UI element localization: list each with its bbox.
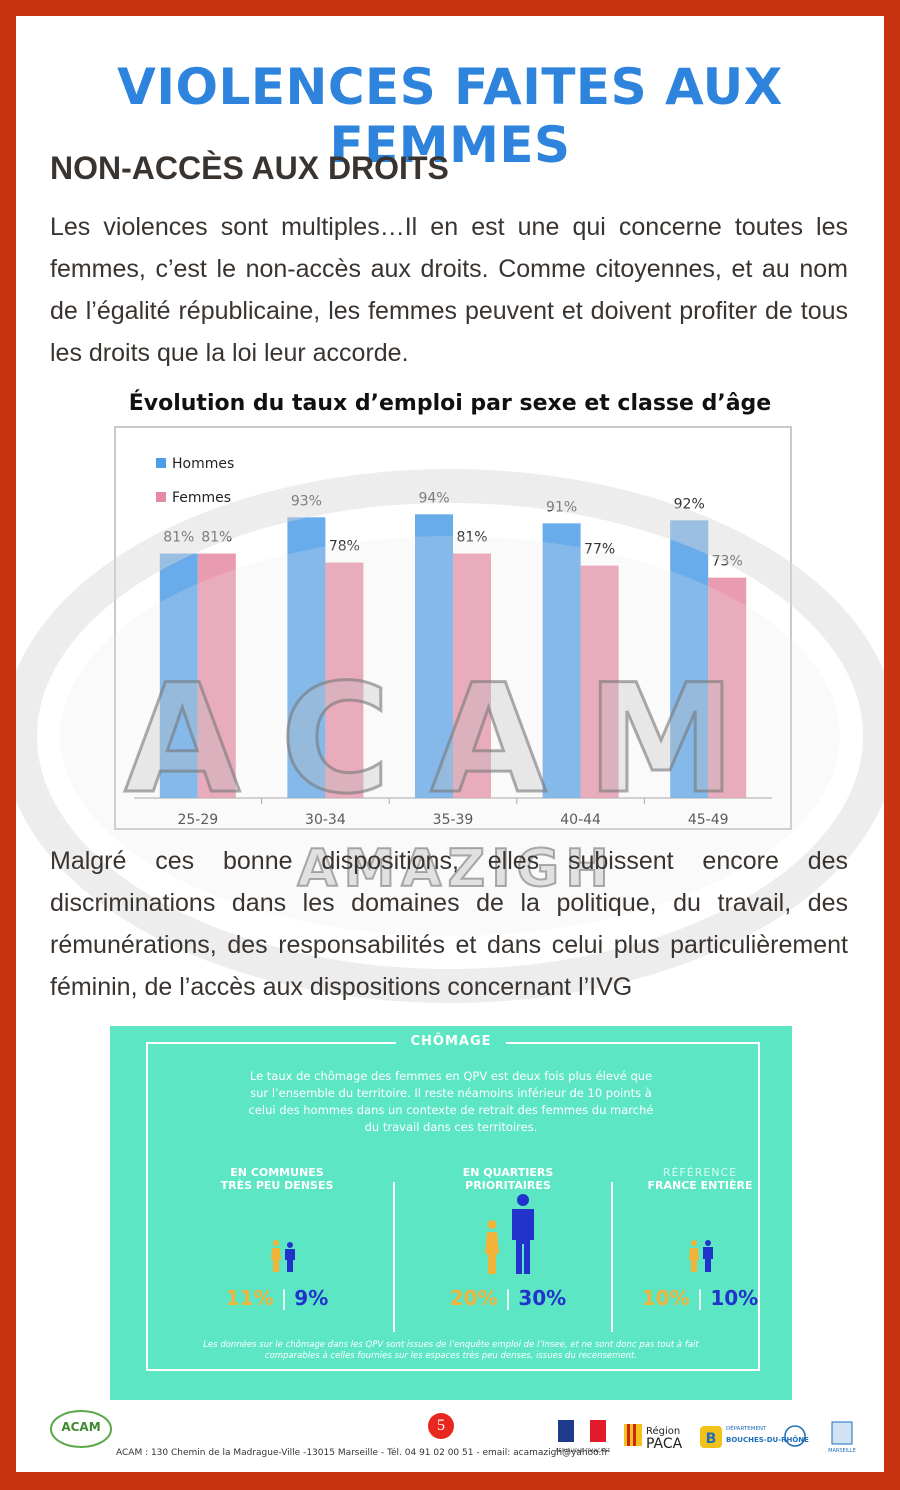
bouches-du-rhone-text: BOUCHES-DU-RHÔNE xyxy=(726,1435,809,1444)
data-label-femmes-35-39: 81% xyxy=(456,530,487,546)
page-title: VIOLENCES FAITES AUX FEMMES xyxy=(117,58,783,174)
data-label-femmes-30-34: 78% xyxy=(329,539,360,555)
rate-qpv: 20% | 30% xyxy=(449,1286,567,1310)
bar-hommes-40-44 xyxy=(542,523,581,798)
woman-icon-rural xyxy=(271,1240,281,1272)
data-label-femmes-45-49: 73% xyxy=(712,554,743,570)
departement-text: DÉPARTEMENT xyxy=(726,1424,767,1432)
data-label-hommes-45-49: 92% xyxy=(674,496,705,512)
marseille-logo: MARSEILLE xyxy=(828,1421,856,1454)
column-head-rural: EN COMMUNES TRÈS PEU DENSES xyxy=(220,1166,334,1192)
data-label-hommes-30-34: 93% xyxy=(291,493,322,509)
man-icon-qpv xyxy=(512,1194,534,1274)
intro-paragraph: Les violences sont multiples…Il en est u… xyxy=(50,213,848,367)
x-tick-label-45-49: 45-49 xyxy=(688,812,729,828)
column-head-reference: RÉFÉRENCE FRANCE ENTIÈRE xyxy=(647,1166,753,1192)
republique-francaise-text: RÉPUBLIQUE FRANÇAISE xyxy=(556,1446,610,1454)
acam-logo-text: ACAM xyxy=(61,1420,100,1434)
chart-title: Évolution du taux d’emploi par sexe et c… xyxy=(128,391,772,416)
column-head-qpv: EN QUARTIERS PRIORITAIRES xyxy=(462,1166,554,1192)
x-tick-label-40-44: 40-44 xyxy=(560,812,601,828)
bar-femmes-40-44 xyxy=(580,565,619,798)
legend-swatch-femmes xyxy=(156,492,166,502)
bar-hommes-25-29 xyxy=(159,553,198,798)
bar-femmes-25-29 xyxy=(197,553,236,798)
svg-text:B: B xyxy=(706,1431,717,1447)
paca-text: PACA xyxy=(646,1436,683,1452)
footer-address: ACAM : 130 Chemin de la Madrague-Ville -… xyxy=(116,1448,609,1458)
data-label-hommes-35-39: 94% xyxy=(418,490,449,506)
data-label-hommes-40-44: 91% xyxy=(546,499,577,515)
legend-swatch-hommes xyxy=(156,458,166,468)
panel-intro: Le taux de chômage des femmes en QPV est… xyxy=(248,1069,654,1134)
bar-femmes-45-49 xyxy=(708,577,747,798)
section-subtitle: NON-ACCÈS AUX DROITS xyxy=(50,150,449,186)
region-paca-logo: Région PACA xyxy=(624,1424,683,1452)
bar-hommes-35-39 xyxy=(415,514,453,798)
bar-femmes-30-34 xyxy=(325,562,364,798)
unemployment-panel: CHÔMAGE Le taux de chômage des femmes en… xyxy=(110,1026,792,1400)
panel-title: CHÔMAGE xyxy=(110,1034,792,1049)
departement-bdr-logo: B DÉPARTEMENT BOUCHES-DU-RHÔNE xyxy=(700,1424,809,1448)
legend-label-hommes: Hommes xyxy=(172,456,234,472)
panel-footnote: Les données sur le chômage dans les QPV … xyxy=(203,1340,699,1361)
data-label-femmes-25-29: 81% xyxy=(201,530,232,546)
rate-rural: 11% | 9% xyxy=(225,1286,329,1310)
employment-chart: 81% 81% 25-29 93% 78% 30-34 94% 81% 35-39 91% 77% 4… xyxy=(114,426,792,830)
x-tick-label-25-29: 25-29 xyxy=(177,812,218,828)
column-divider-right xyxy=(611,1182,613,1332)
x-tick-label-30-34: 30-34 xyxy=(305,812,346,828)
woman-icon-qpv xyxy=(485,1220,499,1274)
legend-label-femmes: Femmes xyxy=(172,490,231,506)
discrimination-paragraph: Malgré ces bonne dispositions, elles sub… xyxy=(50,847,848,1001)
rate-reference: 10% | 10% xyxy=(641,1286,759,1310)
marseille-text: MARSEILLE xyxy=(828,1448,856,1454)
bar-hommes-45-49 xyxy=(670,520,709,798)
data-label-hommes-25-29: 81% xyxy=(163,530,194,546)
column-divider-left xyxy=(393,1182,395,1332)
woman-icon-reference xyxy=(689,1240,699,1272)
x-tick-label-35-39: 35-39 xyxy=(433,812,474,828)
data-label-femmes-40-44: 77% xyxy=(584,542,615,558)
man-icon-reference xyxy=(703,1240,713,1272)
bar-hommes-30-34 xyxy=(287,517,326,798)
republique-francaise-logo: RÉPUBLIQUE FRANÇAISE xyxy=(556,1420,610,1454)
man-icon-rural xyxy=(285,1242,295,1272)
poster-page: VIOLENCES FAITES AUX FEMMES NON-ACCÈS AU… xyxy=(16,16,884,1472)
region-text: Région xyxy=(646,1425,680,1437)
page-number: 5 xyxy=(428,1413,454,1439)
acam-logo: ACAM xyxy=(50,1410,112,1448)
bar-femmes-35-39 xyxy=(453,553,491,798)
